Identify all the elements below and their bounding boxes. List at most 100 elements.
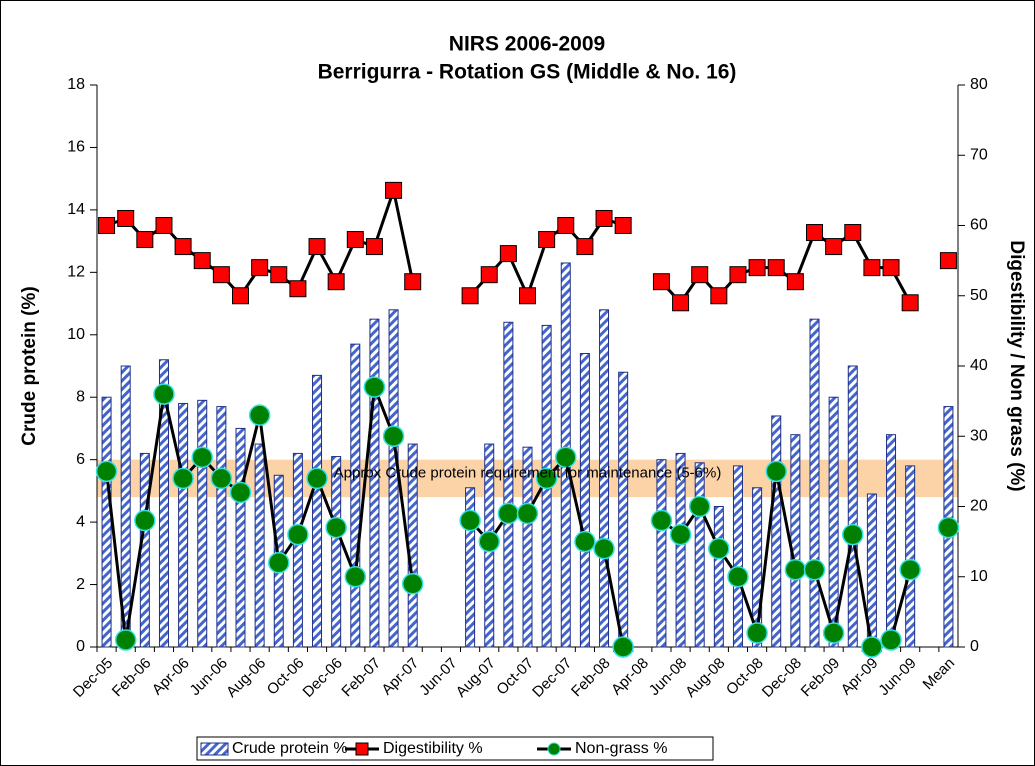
marker xyxy=(287,523,309,546)
bar xyxy=(579,353,590,648)
marker xyxy=(899,558,921,581)
marker xyxy=(765,460,787,483)
marker xyxy=(882,259,900,277)
marker xyxy=(767,259,785,277)
marker xyxy=(538,231,556,249)
marker xyxy=(576,238,594,256)
bar xyxy=(713,506,724,648)
bar xyxy=(158,359,169,648)
marker xyxy=(880,629,902,651)
marker xyxy=(404,273,422,291)
legend-label: Non-grass % xyxy=(575,740,667,757)
marker xyxy=(842,523,864,546)
y2-tick-label: 0 xyxy=(970,638,979,655)
y-axis-label: Crude protein (%) xyxy=(19,286,40,445)
bar xyxy=(618,371,629,648)
marker xyxy=(729,266,747,284)
bar xyxy=(828,396,839,648)
y2-axis-label: Digestibility / Non grass (%) xyxy=(1006,240,1027,491)
y2-tick-label: 30 xyxy=(970,427,988,444)
marker xyxy=(499,245,517,263)
marker xyxy=(746,622,768,644)
marker xyxy=(574,530,596,553)
marker xyxy=(248,404,271,426)
bar xyxy=(790,434,801,648)
bar xyxy=(905,465,916,648)
marker xyxy=(652,273,670,291)
bar xyxy=(656,459,667,648)
marker xyxy=(327,273,345,291)
legend-label: Digestibility % xyxy=(383,740,483,757)
y-tick-label: 0 xyxy=(76,638,85,655)
marker xyxy=(270,266,288,284)
marker xyxy=(95,460,118,483)
marker xyxy=(229,481,252,504)
marker xyxy=(174,238,192,256)
legend-box xyxy=(196,736,714,761)
marker xyxy=(786,273,804,291)
marker xyxy=(117,209,135,227)
marker xyxy=(901,294,919,312)
marker xyxy=(382,425,405,447)
marker xyxy=(251,259,269,277)
marker xyxy=(748,259,766,277)
marker xyxy=(232,287,249,305)
y2-tick-label: 20 xyxy=(970,498,988,515)
bar xyxy=(886,434,897,648)
marker xyxy=(212,266,230,284)
marker xyxy=(459,509,481,532)
legend-label: Crude protein % xyxy=(232,740,348,757)
marker xyxy=(191,446,213,469)
marker xyxy=(308,238,326,256)
marker xyxy=(461,287,479,305)
legend-marker xyxy=(547,742,561,756)
marker xyxy=(688,495,711,518)
bar xyxy=(254,443,265,648)
marker xyxy=(325,516,347,539)
bar xyxy=(503,321,514,648)
y-tick-label: 14 xyxy=(67,201,85,218)
y-tick-label: 4 xyxy=(76,513,85,530)
marker xyxy=(346,231,364,249)
marker xyxy=(210,467,233,490)
marker xyxy=(708,537,730,560)
bar xyxy=(369,318,380,648)
bar xyxy=(771,415,782,648)
bar xyxy=(694,462,705,648)
bar xyxy=(809,318,820,648)
marker xyxy=(344,566,367,588)
bar xyxy=(331,456,342,648)
marker xyxy=(114,629,137,651)
marker xyxy=(557,217,575,234)
marker xyxy=(844,224,862,242)
marker xyxy=(268,551,290,574)
bar xyxy=(732,465,743,648)
bar xyxy=(197,399,208,648)
y2-tick-label: 80 xyxy=(970,76,988,93)
marker xyxy=(480,266,498,284)
y2-tick-label: 50 xyxy=(970,287,988,304)
y-tick-label: 6 xyxy=(76,451,85,468)
marker xyxy=(593,537,615,560)
marker xyxy=(825,238,843,256)
bar xyxy=(522,446,533,648)
marker xyxy=(172,467,194,490)
y-tick-label: 18 xyxy=(67,76,85,93)
marker xyxy=(937,516,960,539)
y-tick-label: 12 xyxy=(67,264,85,281)
marker xyxy=(555,446,577,469)
marker xyxy=(535,467,558,490)
bar xyxy=(752,487,763,648)
marker xyxy=(939,252,957,270)
marker xyxy=(289,280,307,298)
bar xyxy=(235,427,246,648)
bar xyxy=(139,452,150,648)
marker xyxy=(710,287,728,305)
marker xyxy=(784,558,807,581)
marker xyxy=(306,467,328,490)
marker xyxy=(478,530,500,553)
marker xyxy=(153,383,175,405)
marker xyxy=(669,523,692,546)
bar xyxy=(675,452,686,648)
